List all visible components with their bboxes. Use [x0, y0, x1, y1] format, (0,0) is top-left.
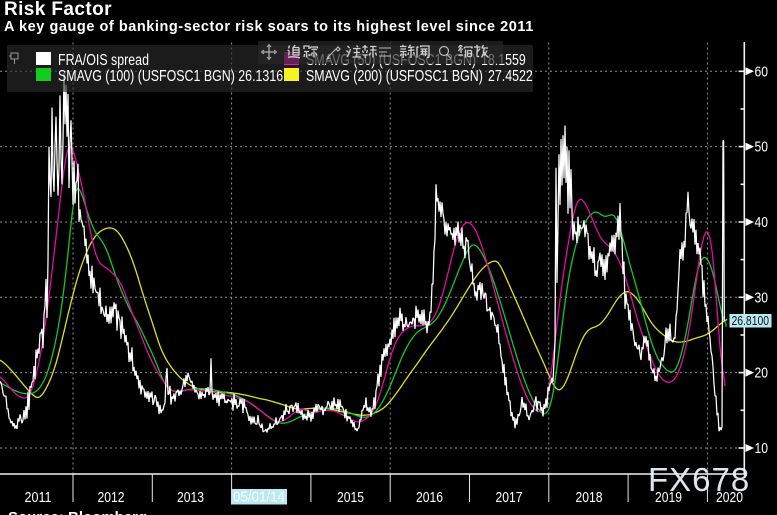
- svg-text:05/01/14: 05/01/14: [233, 490, 285, 506]
- svg-text:2018: 2018: [576, 490, 603, 506]
- svg-text:50: 50: [755, 140, 769, 156]
- svg-text:2020: 2020: [716, 490, 743, 506]
- svg-text:2013: 2013: [177, 490, 204, 506]
- svg-text:40: 40: [755, 215, 769, 231]
- svg-text:20: 20: [755, 366, 769, 382]
- svg-text:10: 10: [755, 441, 769, 457]
- svg-text:30: 30: [755, 290, 769, 306]
- svg-text:2011: 2011: [25, 490, 52, 506]
- svg-text:2012: 2012: [98, 490, 125, 506]
- svg-text:2017: 2017: [496, 490, 523, 506]
- svg-text:2016: 2016: [416, 490, 443, 506]
- svg-text:26.8100: 26.8100: [732, 313, 770, 328]
- svg-text:2019: 2019: [655, 490, 682, 506]
- svg-text:2015: 2015: [337, 490, 364, 506]
- svg-text:60: 60: [755, 64, 769, 80]
